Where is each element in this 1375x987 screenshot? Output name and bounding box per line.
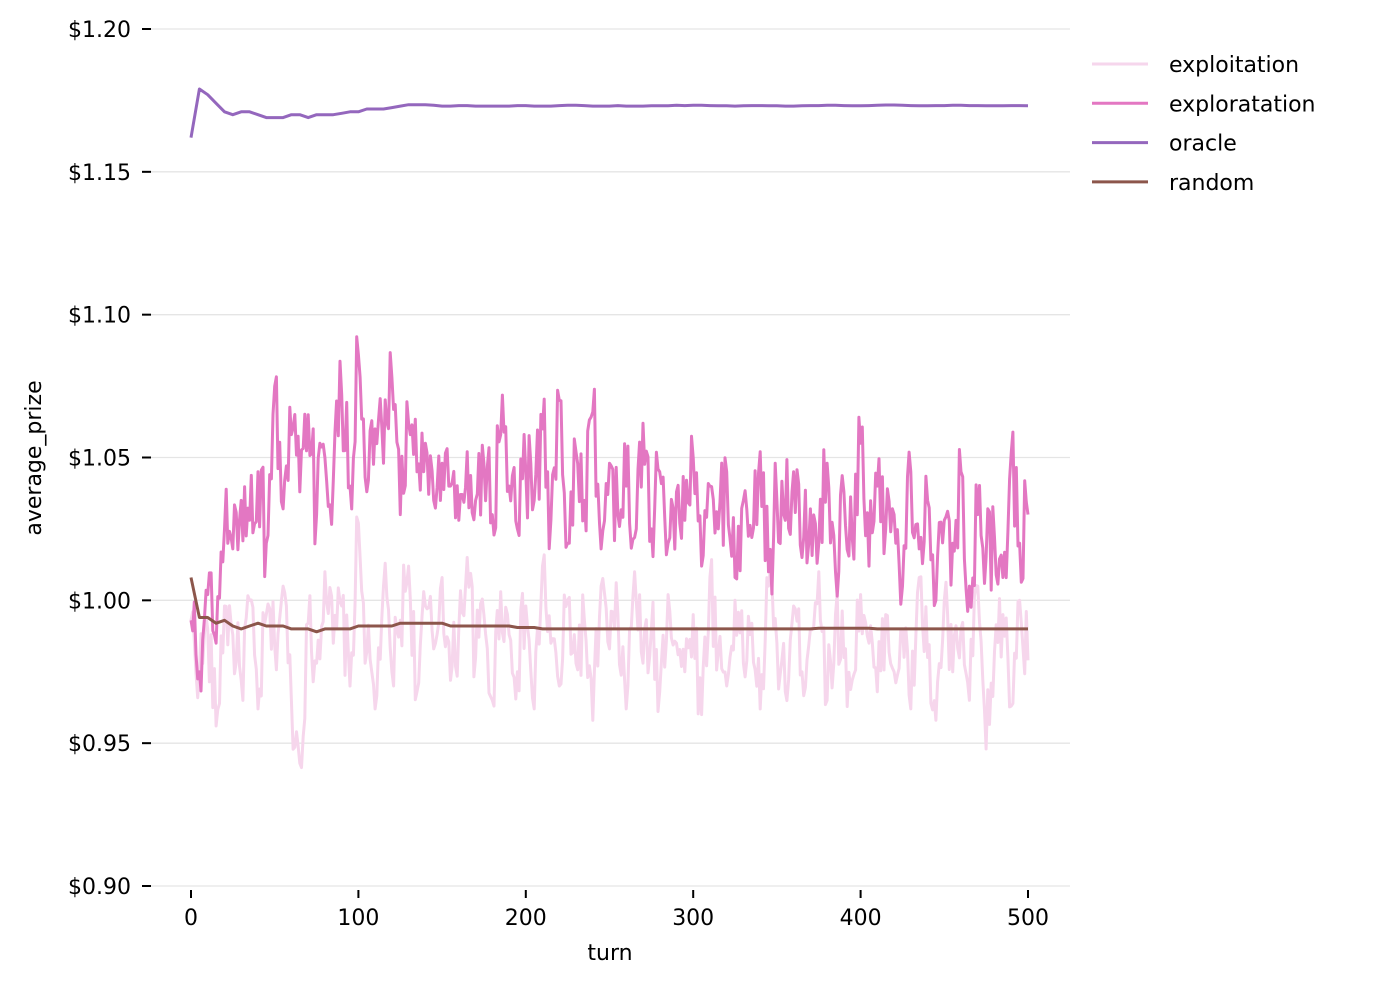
legend-label-exploratation: exploratation — [1169, 92, 1315, 117]
legend-label-random: random — [1169, 171, 1254, 196]
x-tick-label: 400 — [840, 906, 882, 931]
y-axis: $0.90 $0.95 $1.00 $1.05 $1.10 $1.15 $1.20 — [68, 18, 151, 900]
series-line-random — [189, 577, 1028, 634]
y-tick-label: $0.95 — [68, 732, 131, 757]
x-axis-label: turn — [587, 941, 632, 966]
y-tick-label: $1.20 — [68, 18, 131, 43]
y-tick-label: $1.00 — [68, 589, 131, 614]
x-tick-label: 0 — [184, 906, 198, 931]
legend: exploitation exploratation oracle random — [1092, 53, 1315, 196]
series-line-exploratation — [189, 335, 1030, 693]
x-tick-label: 300 — [672, 906, 714, 931]
series-line-oracle — [189, 87, 1029, 138]
legend-label-oracle: oracle — [1169, 132, 1237, 157]
y-axis-label: average_prize — [22, 380, 47, 535]
series-lines — [189, 87, 1030, 770]
y-tick-label: $1.05 — [68, 447, 131, 472]
x-axis: 0 100 200 300 400 500 — [184, 890, 1049, 931]
x-tick-label: 200 — [505, 906, 547, 931]
y-tick-label: $0.90 — [68, 875, 131, 900]
series-line-exploitation — [189, 515, 1030, 770]
y-tick-label: $1.10 — [68, 304, 131, 329]
y-tick-label: $1.15 — [68, 161, 131, 186]
legend-label-exploitation: exploitation — [1169, 53, 1299, 78]
x-tick-label: 500 — [1007, 906, 1049, 931]
x-tick-label: 100 — [337, 906, 379, 931]
